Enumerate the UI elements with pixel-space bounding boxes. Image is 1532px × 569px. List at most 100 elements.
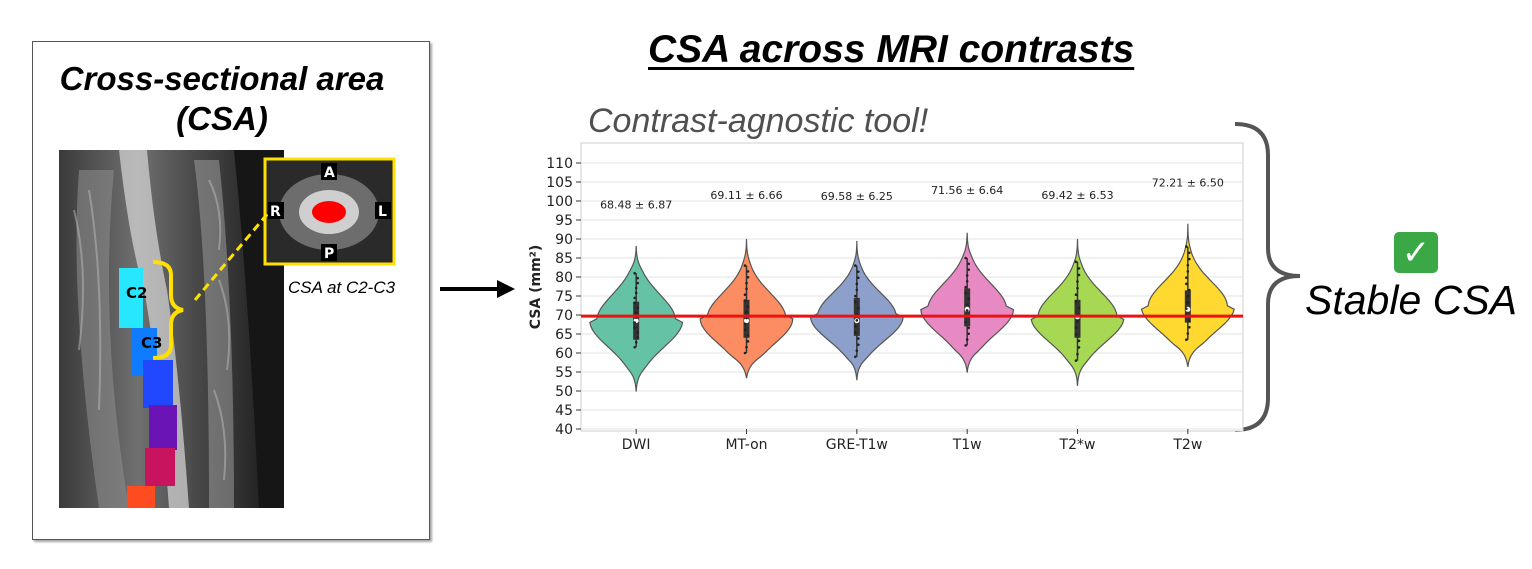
cord-cross-section	[312, 201, 346, 223]
data-point	[745, 287, 748, 291]
data-point	[1074, 300, 1078, 303]
data-point	[1186, 332, 1190, 335]
check-mark-icon: ✓	[1394, 232, 1438, 273]
data-point	[1186, 294, 1190, 298]
mean-std-label: 69.42 ± 6.53	[1041, 189, 1113, 202]
data-point	[1188, 288, 1191, 292]
data-point	[745, 281, 748, 285]
y-tick-label: 110	[546, 156, 573, 172]
data-point	[1076, 352, 1079, 356]
data-point	[855, 349, 859, 353]
y-tick-label: 85	[555, 251, 573, 267]
data-point	[1185, 276, 1188, 279]
data-point	[633, 321, 636, 324]
data-point	[967, 262, 970, 266]
data-point	[1074, 359, 1078, 362]
y-tick-label: 100	[546, 194, 573, 210]
data-point	[965, 303, 969, 306]
data-point	[1185, 307, 1188, 310]
y-axis-ticks: 40 45 50 55 60 65 70 75 80 85 90 95 100 105 110	[546, 156, 581, 438]
mean-std-annotations: 68.48 ± 6.87 69.11 ± 6.66 69.58 ± 6.25 71.5…	[600, 177, 1224, 212]
data-point	[857, 276, 860, 280]
data-point	[967, 297, 970, 301]
data-point	[854, 325, 857, 328]
data-point	[964, 285, 967, 289]
data-point	[1188, 325, 1191, 329]
mean-std-label: 69.11 ± 6.66	[710, 189, 782, 202]
y-tick-label: 45	[555, 403, 573, 419]
data-point	[636, 336, 639, 339]
x-tick-label: T2*w	[1059, 437, 1096, 453]
data-point	[965, 338, 969, 341]
y-tick-label: 65	[555, 327, 573, 343]
conclusion-text: Stable CSA	[1305, 277, 1517, 323]
data-point	[1074, 332, 1078, 336]
data-point	[1186, 301, 1190, 304]
y-tick-label: 50	[555, 384, 573, 400]
data-point	[857, 306, 860, 310]
mean-std-label: 68.48 ± 6.87	[600, 199, 672, 212]
data-point	[1185, 245, 1188, 248]
data-point	[854, 300, 857, 304]
data-point	[746, 275, 750, 279]
data-point	[1186, 270, 1190, 273]
data-point	[1185, 282, 1188, 286]
data-point	[746, 305, 750, 308]
cord-segment-c7	[127, 486, 155, 508]
y-tick-label: 90	[555, 232, 573, 248]
data-point	[854, 264, 857, 267]
data-point	[967, 332, 970, 336]
data-point	[964, 320, 967, 324]
data-point	[1185, 338, 1188, 341]
data-point	[746, 270, 750, 273]
median-marker	[744, 318, 749, 324]
data-point	[743, 264, 747, 267]
data-point	[745, 345, 748, 349]
data-point	[634, 291, 638, 295]
x-axis-ticks: DWI MT-on GRE-T1w T1w T2*w T2w	[622, 429, 1202, 453]
level-label-c3: C3	[141, 334, 162, 352]
data-point	[967, 326, 970, 330]
main-title: CSA across MRI contrasts	[648, 28, 1135, 71]
data-point	[857, 343, 860, 346]
y-tick-label: 55	[555, 365, 573, 381]
y-tick-label: 95	[555, 213, 573, 229]
data-point	[743, 351, 747, 355]
mean-std-label: 71.56 ± 6.64	[931, 184, 1003, 197]
data-point	[743, 328, 747, 331]
data-point	[634, 341, 638, 344]
inset-label-left: L	[378, 204, 387, 220]
y-tick-label: 70	[555, 308, 573, 324]
cord-segment-c6	[145, 448, 175, 486]
data-point	[1077, 339, 1081, 343]
y-tick-label: 75	[555, 289, 573, 305]
data-point	[1076, 280, 1079, 283]
data-point	[743, 299, 747, 302]
data-point	[1077, 346, 1081, 349]
data-point	[1077, 273, 1081, 277]
x-tick-label: T2w	[1172, 437, 1202, 453]
data-point	[1074, 293, 1078, 297]
data-point	[746, 340, 750, 343]
level-bracket	[152, 260, 184, 360]
data-point	[636, 276, 639, 280]
y-tick-label: 80	[555, 270, 573, 286]
mean-std-label: 69.58 ± 6.25	[821, 190, 893, 203]
data-point	[636, 281, 639, 285]
data-point	[1186, 263, 1190, 267]
y-tick-label: 60	[555, 346, 573, 362]
data-point	[854, 355, 857, 359]
x-tick-label: T1w	[952, 437, 982, 453]
data-point	[1188, 257, 1191, 261]
data-point	[855, 319, 859, 322]
cord-segment-c2	[119, 268, 143, 328]
inset-label-anterior: A	[324, 165, 335, 181]
data-point	[633, 326, 636, 329]
data-point	[746, 334, 750, 337]
data-point	[1074, 326, 1078, 329]
panel-title-line1: Cross-sectional area	[59, 60, 385, 97]
data-point	[634, 311, 638, 315]
data-point	[743, 322, 747, 326]
data-point	[965, 280, 969, 283]
data-point	[964, 344, 967, 347]
